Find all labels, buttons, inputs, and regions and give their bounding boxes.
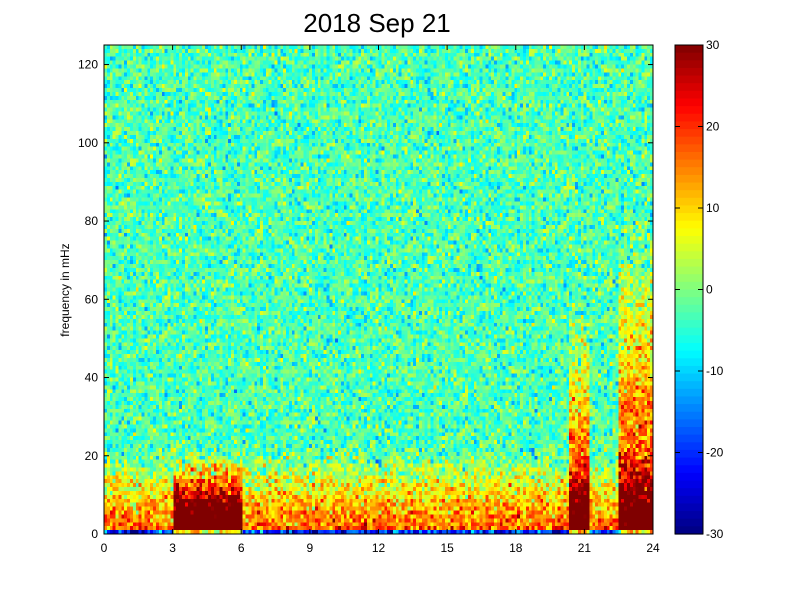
colorbar-segment — [675, 526, 703, 535]
chart-title: 2018 Sep 21 — [303, 8, 450, 38]
colorbar-segment — [675, 503, 703, 512]
colorbar-segment — [675, 449, 703, 459]
colorbar-segment — [675, 304, 703, 314]
colorbar-segment — [675, 518, 703, 527]
x-tick-label: 15 — [440, 541, 454, 555]
colorbar-segment — [675, 457, 703, 466]
colorbar-segment — [675, 488, 703, 497]
colorbar-segment — [675, 434, 703, 443]
colorbar-segment — [675, 312, 703, 321]
colorbar-segment — [675, 465, 703, 474]
colorbar-segment — [675, 45, 703, 54]
colorbar-segment — [675, 411, 703, 420]
x-axis-ticks: 0 3 6 9 12 15 18 21 24 — [101, 45, 660, 555]
colorbar-tick-label: 0 — [706, 283, 713, 297]
colorbar-segment — [675, 83, 703, 92]
colorbar-segment — [675, 90, 703, 100]
colorbar-segment — [675, 472, 703, 482]
colorbar-segment — [675, 373, 703, 382]
colorbar-segment — [675, 480, 703, 489]
colorbar-segment — [675, 327, 703, 336]
colorbar-segment — [675, 281, 703, 291]
colorbar-segment — [675, 190, 703, 199]
colorbar-segment — [675, 98, 703, 107]
x-tick-label: 24 — [646, 541, 660, 555]
x-tick-label: 6 — [238, 541, 245, 555]
colorbar-segment — [675, 427, 703, 436]
colorbar-segment — [675, 297, 703, 306]
colorbar-segment — [675, 342, 703, 352]
colorbar-segment — [675, 159, 703, 168]
colorbar-segment — [675, 52, 703, 61]
colorbar-segment — [675, 495, 703, 505]
x-tick-label: 18 — [509, 541, 523, 555]
y-tick-label: 0 — [91, 527, 98, 541]
colorbar-tick-label: -30 — [706, 527, 724, 541]
colorbar-tick-label: -20 — [706, 446, 724, 460]
x-tick-label: 0 — [101, 541, 108, 555]
y-tick-label: 60 — [85, 292, 99, 306]
colorbar-segment — [675, 136, 703, 145]
colorbar-segment — [675, 197, 703, 207]
colorbar-segment — [675, 266, 703, 275]
colorbar-segment — [675, 251, 703, 260]
colorbar-segment — [675, 205, 703, 214]
colorbar-segment — [675, 511, 703, 520]
x-tick-label: 3 — [169, 541, 176, 555]
y-tick-label: 20 — [85, 449, 99, 463]
colorbar-ticks: 30 20 10 0 -10 -20 -30 — [675, 38, 724, 541]
colorbar-segment — [675, 151, 703, 161]
y-axis-label: frequency in mHz — [58, 243, 72, 336]
colorbar-segment — [675, 121, 703, 130]
colorbar-segment — [675, 381, 703, 390]
colorbar-segment — [675, 236, 703, 245]
colorbar-tick-label: 30 — [706, 38, 720, 52]
colorbar-segment — [675, 320, 703, 329]
y-tick-label: 100 — [78, 136, 98, 150]
colorbar-segment — [675, 404, 703, 413]
colorbar-segment — [675, 396, 703, 405]
colorbar-segment — [675, 60, 703, 69]
y-tick-label: 120 — [78, 58, 98, 72]
colorbar-segment — [675, 220, 703, 229]
colorbar-segment — [675, 228, 703, 237]
y-tick-label: 80 — [85, 214, 99, 228]
x-tick-label: 12 — [372, 541, 386, 555]
x-tick-label: 21 — [578, 541, 592, 555]
colorbar-tick-label: 20 — [706, 120, 720, 134]
colorbar-segment — [675, 67, 703, 77]
colorbar-segment — [675, 289, 703, 298]
colorbar-segment — [675, 335, 703, 344]
colorbar-segment — [675, 243, 703, 252]
colorbar-segment — [675, 358, 703, 367]
heatmap-cells — [104, 45, 653, 534]
colorbar-tick-label: -10 — [706, 364, 724, 378]
colorbar-segment — [675, 106, 703, 115]
colorbar-segment — [675, 75, 703, 84]
colorbar-segment — [675, 129, 703, 138]
colorbar-tick-label: 10 — [706, 201, 720, 215]
y-axis-ticks: 0 20 40 60 80 100 120 — [78, 58, 653, 541]
colorbar-segment — [675, 274, 703, 283]
colorbar-segment — [675, 167, 703, 176]
colorbar — [675, 45, 703, 535]
colorbar-segment — [675, 350, 703, 359]
y-tick-label: 40 — [85, 371, 99, 385]
colorbar-segment — [675, 365, 703, 375]
colorbar-segment — [675, 258, 703, 268]
colorbar-segment — [675, 182, 703, 191]
x-tick-label: 9 — [307, 541, 314, 555]
colorbar-segment — [675, 144, 703, 153]
colorbar-segment — [675, 442, 703, 451]
colorbar-segment — [675, 419, 703, 428]
colorbar-segment — [675, 388, 703, 398]
colorbar-segment — [675, 113, 703, 123]
colorbar-segment — [675, 174, 703, 184]
spectrogram-heatmap — [104, 45, 653, 534]
colorbar-segment — [675, 213, 703, 222]
